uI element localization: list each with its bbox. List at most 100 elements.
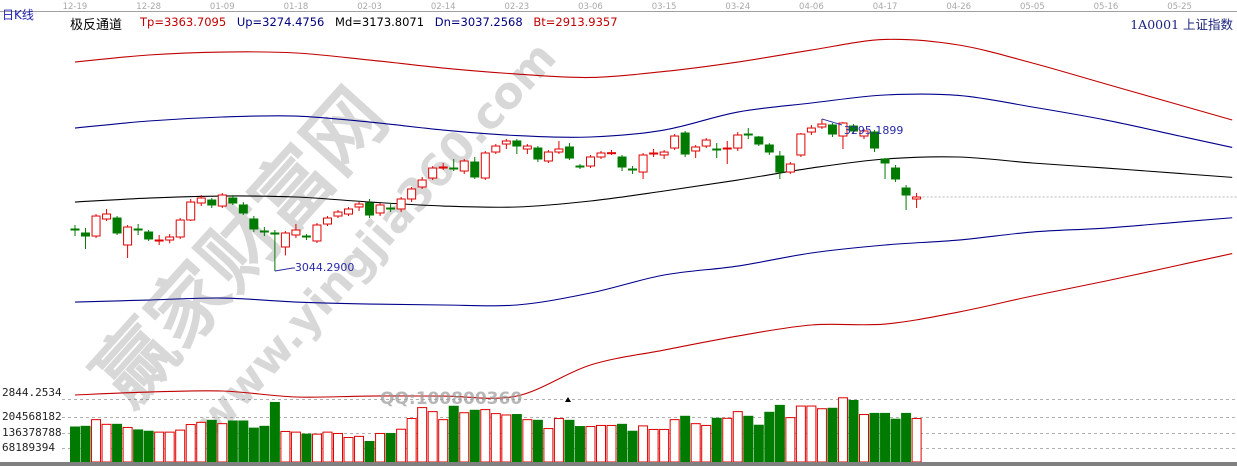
low-marker-line — [274, 267, 295, 272]
legend-up: Up=3274.4756 — [236, 15, 325, 29]
candle — [891, 164, 901, 183]
candle-body — [428, 167, 438, 179]
candle — [186, 198, 196, 221]
candle-body — [91, 215, 101, 237]
candle — [638, 152, 648, 179]
candle — [459, 158, 469, 175]
candle — [417, 176, 427, 189]
volume-bar — [690, 423, 701, 463]
candle-body — [196, 197, 206, 204]
volume-bar — [585, 426, 596, 463]
volume-bar — [396, 428, 407, 463]
volume-axis-label-mid: 136378788 — [2, 426, 62, 439]
date-tick-label: 04-26 — [946, 2, 971, 12]
candle — [207, 198, 217, 209]
candle-body — [680, 132, 690, 155]
candle — [428, 166, 438, 181]
volume-bar — [606, 424, 617, 463]
volume-bar — [648, 428, 659, 463]
volume-bar — [480, 409, 491, 463]
candle — [217, 192, 227, 209]
candle — [775, 150, 785, 179]
volume-bar — [627, 430, 638, 463]
volume-bar — [311, 433, 322, 463]
candle-body — [806, 127, 816, 133]
volume-bar — [196, 421, 207, 463]
date-tick-label: 03-24 — [725, 2, 750, 12]
volume-bar — [185, 424, 196, 463]
candle — [575, 164, 585, 169]
candle-body — [785, 163, 795, 173]
candle — [175, 218, 185, 239]
candle — [238, 202, 248, 215]
candle-body — [217, 194, 227, 207]
volume-bar — [722, 417, 733, 463]
bottom-scrollbar[interactable] — [0, 462, 1237, 466]
period-label[interactable]: 日K线 — [2, 8, 34, 22]
candle — [585, 154, 595, 169]
volume-bar — [680, 415, 691, 463]
volume-bar — [490, 413, 501, 463]
candle — [533, 146, 543, 163]
candle-body — [491, 145, 501, 153]
volume-bar — [301, 433, 312, 463]
candle-body — [522, 145, 532, 150]
volume-bar — [553, 418, 564, 463]
candle-body — [880, 158, 890, 164]
candle-body — [691, 146, 701, 152]
volume-bar — [206, 419, 217, 463]
candle-body — [870, 131, 880, 149]
candle — [796, 132, 806, 157]
annotations: 3044.2900 3295.1899 — [274, 118, 903, 274]
candle-body — [901, 187, 911, 196]
volume-bar — [364, 440, 375, 463]
candle — [670, 134, 680, 151]
candle — [722, 140, 732, 165]
candle — [806, 124, 816, 135]
volume-bar — [827, 407, 838, 463]
volume-bar — [795, 405, 806, 463]
candle — [827, 122, 837, 137]
legend-dn: Dn=3037.2568 — [434, 15, 523, 29]
candle — [554, 140, 564, 155]
candle-body — [575, 165, 585, 168]
candle-body — [154, 239, 164, 242]
volume-bar — [901, 412, 912, 463]
date-tick-label: 12-19 — [63, 2, 88, 12]
candle — [91, 214, 101, 239]
candle-body — [438, 166, 448, 169]
volume-bar — [112, 423, 123, 463]
candle-body — [344, 208, 354, 215]
candle — [154, 234, 164, 245]
candle-body — [607, 152, 617, 155]
channel-line-up — [74, 93, 1233, 148]
volume-bar — [501, 414, 512, 463]
date-tick-label: 02-03 — [357, 2, 382, 12]
candle — [764, 143, 774, 155]
candle-body — [796, 133, 806, 156]
volume-bar — [511, 414, 522, 463]
volume-bar — [880, 412, 891, 463]
candle — [754, 136, 764, 147]
volume-bar — [375, 432, 386, 463]
candle — [512, 138, 522, 155]
indicator-name[interactable]: 极反通道 — [70, 18, 123, 33]
candle — [280, 230, 290, 256]
candle — [838, 122, 848, 149]
candle — [354, 202, 364, 211]
volume-bar — [227, 420, 238, 463]
volume-bar — [848, 399, 859, 463]
candle-body — [102, 213, 112, 220]
candle — [375, 202, 385, 217]
volume-bar — [70, 426, 80, 463]
candle-body — [259, 230, 269, 233]
volume-bar — [238, 420, 249, 463]
volume-bar — [154, 431, 165, 463]
candle-body — [501, 140, 511, 145]
candle — [859, 128, 869, 139]
candle — [133, 224, 143, 235]
volume-bar — [711, 417, 722, 463]
candle-body — [207, 199, 217, 206]
candle-body — [764, 144, 774, 153]
